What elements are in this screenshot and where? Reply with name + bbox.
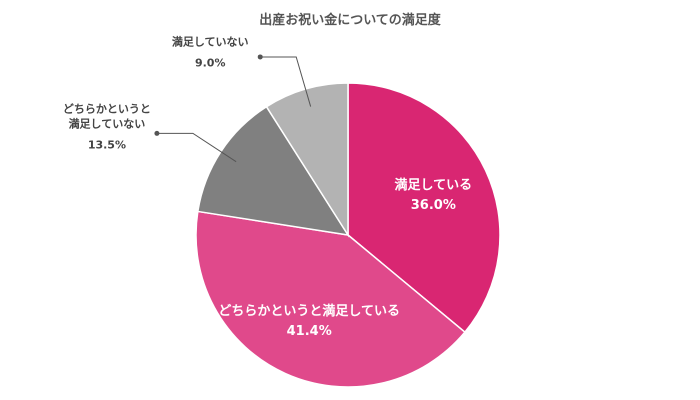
slice-labels: 満足している36.0%どちらかというと満足している41.4%どちらかというと満足…: [63, 34, 472, 338]
slice-category-label: どちらかというと: [63, 102, 151, 115]
slice-value-label: 36.0%: [411, 198, 456, 213]
slice-category-label: 満足していない: [69, 116, 146, 130]
slice-category-label: 満足していない: [172, 34, 249, 48]
chart-title: 出産お祝い金についての満足度: [259, 12, 442, 28]
slice-category-label: 満足している: [395, 177, 473, 193]
slice-value-label: 13.5%: [88, 138, 126, 151]
leader-lines: [154, 54, 312, 163]
slice-value-label: 41.4%: [287, 324, 332, 339]
slice-category-label: どちらかというと満足している: [218, 303, 400, 319]
leader-line: [156, 132, 237, 163]
pie-slices: [195, 82, 501, 388]
pie-slice-0: [347, 82, 501, 334]
leader-dot: [257, 54, 263, 60]
pie-slice-1: [195, 210, 466, 388]
leader-dot: [154, 130, 160, 136]
slice-value-label: 9.0%: [195, 56, 226, 69]
leader-line: [260, 56, 312, 107]
